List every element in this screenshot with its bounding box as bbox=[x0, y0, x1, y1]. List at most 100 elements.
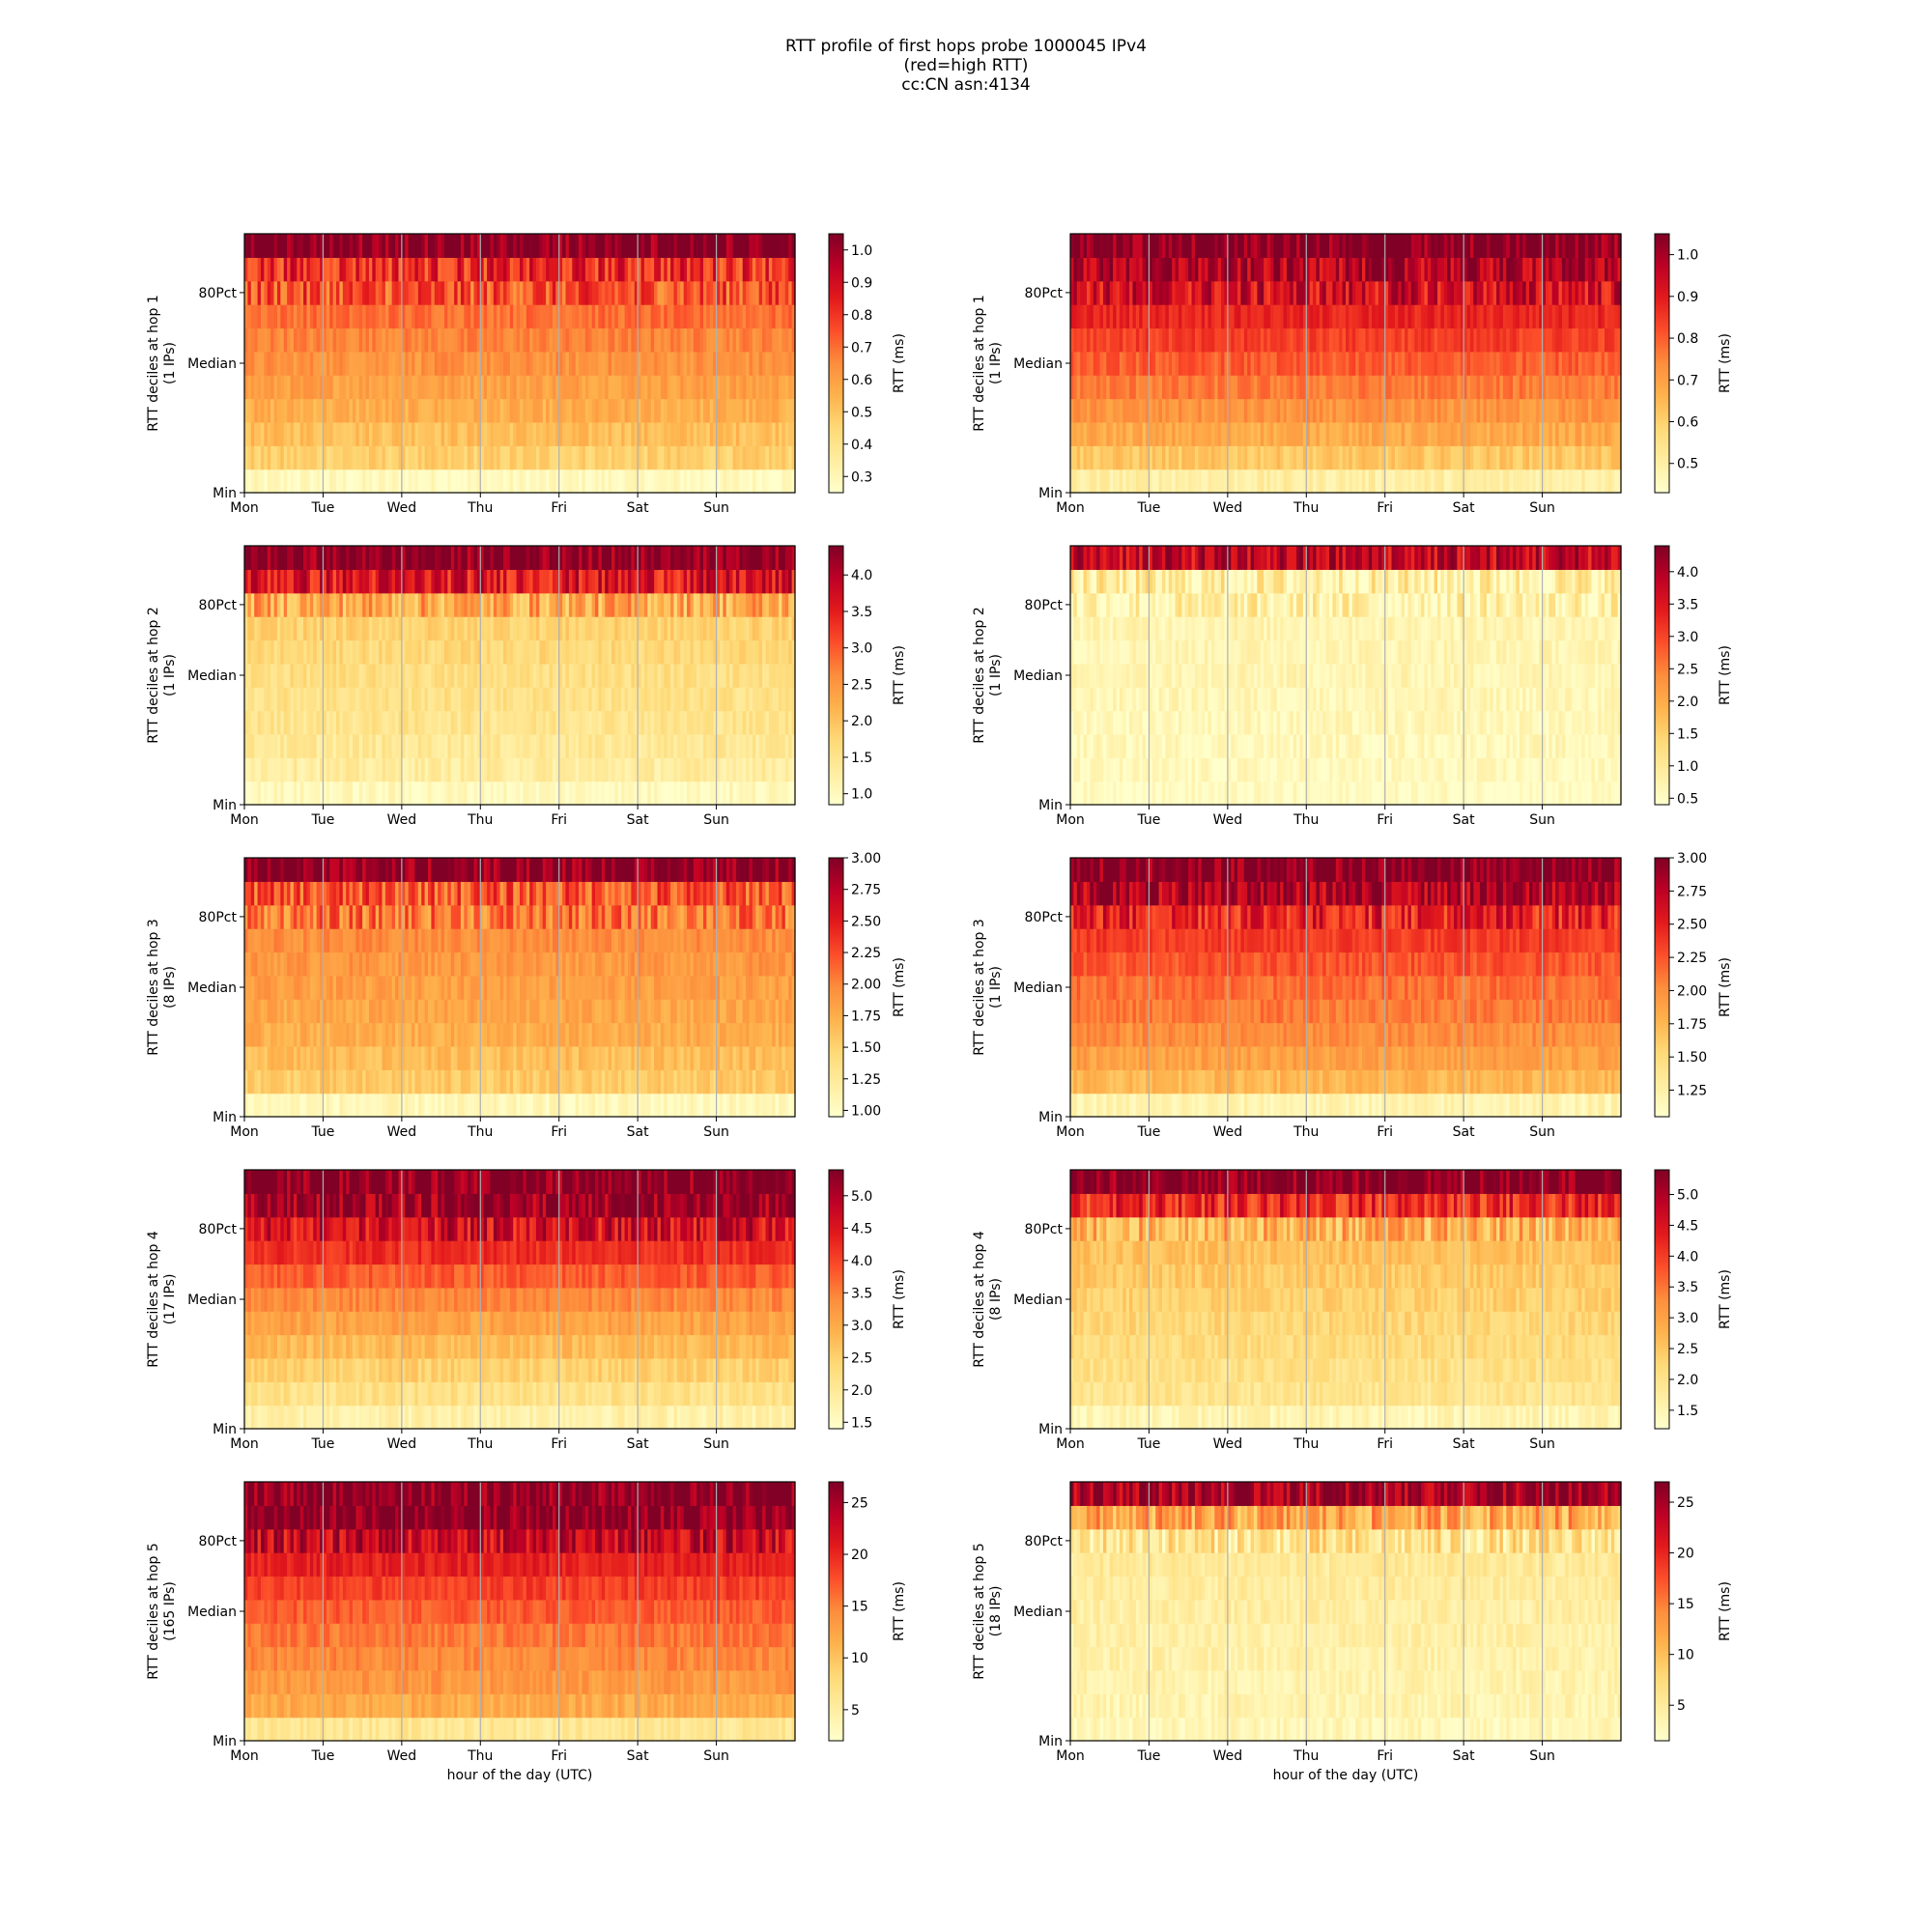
heatmap-cell bbox=[546, 445, 550, 469]
heatmap-cell bbox=[628, 399, 632, 423]
heatmap-cell bbox=[684, 234, 688, 258]
colorbar-tick-label: 0.4 bbox=[851, 438, 872, 453]
heatmap-cell bbox=[614, 281, 618, 305]
heatmap-cell bbox=[1454, 375, 1458, 399]
heatmap-cell bbox=[261, 257, 265, 281]
heatmap-cell bbox=[444, 399, 448, 423]
heatmap-cell bbox=[1110, 422, 1114, 446]
heatmap-cell bbox=[706, 664, 710, 688]
colorbar-tick-label: 0.5 bbox=[1677, 457, 1698, 472]
heatmap-cell bbox=[490, 327, 494, 352]
heatmap-cell bbox=[1110, 234, 1114, 258]
heatmap-cell bbox=[421, 352, 425, 376]
heatmap-cell bbox=[421, 399, 425, 423]
heatmap-cell bbox=[247, 616, 251, 640]
heatmap-cell bbox=[1096, 257, 1100, 281]
heatmap-cell bbox=[1372, 327, 1376, 352]
heatmap-cell bbox=[1211, 469, 1215, 494]
heatmap-cell bbox=[1395, 469, 1399, 494]
heatmap-cell bbox=[1591, 352, 1595, 376]
heatmap-cell bbox=[1270, 375, 1274, 399]
heatmap-cell bbox=[294, 445, 298, 469]
heatmap-cell bbox=[339, 734, 343, 758]
heatmap-cell bbox=[720, 399, 724, 423]
heatmap-cell bbox=[1578, 327, 1582, 352]
heatmap-cell bbox=[1257, 469, 1261, 494]
heatmap-cell bbox=[536, 399, 540, 423]
heatmap-cell bbox=[1235, 327, 1238, 352]
heatmap-cell bbox=[454, 757, 458, 781]
heatmap-cell bbox=[1578, 352, 1582, 376]
heatmap-cell bbox=[696, 781, 700, 806]
heatmap-cell bbox=[661, 234, 665, 258]
heatmap-cell bbox=[673, 234, 677, 258]
heatmap-cell bbox=[743, 781, 747, 806]
heatmap-cell bbox=[1555, 469, 1559, 494]
heatmap-cell bbox=[1179, 422, 1182, 446]
heatmap-cell bbox=[513, 234, 517, 258]
heatmap-cell bbox=[569, 445, 573, 469]
heatmap-cell bbox=[523, 781, 526, 806]
x-tick-label: Tue bbox=[310, 500, 334, 516]
heatmap-cell bbox=[329, 304, 333, 328]
heatmap-cell bbox=[468, 469, 471, 494]
x-tick-label: Sat bbox=[627, 500, 649, 516]
heatmap-cell bbox=[1487, 469, 1491, 494]
heatmap-cell bbox=[1073, 257, 1077, 281]
heatmap-cell bbox=[605, 352, 609, 376]
heatmap-cell bbox=[753, 375, 756, 399]
heatmap-cell bbox=[1362, 469, 1366, 494]
heatmap-cell bbox=[1293, 399, 1297, 423]
heatmap-cell bbox=[454, 257, 458, 281]
x-tick-label: Sun bbox=[703, 500, 729, 516]
heatmap-cell bbox=[1349, 422, 1352, 446]
heatmap-cell bbox=[261, 664, 265, 688]
heatmap-cell bbox=[1362, 304, 1366, 328]
heatmap-cell bbox=[329, 375, 333, 399]
heatmap-cell bbox=[651, 422, 655, 446]
heatmap-cell bbox=[247, 399, 251, 423]
heatmap-cell bbox=[270, 734, 274, 758]
heatmap-cell bbox=[788, 639, 792, 664]
heatmap-cell bbox=[1487, 422, 1491, 446]
heatmap-cell bbox=[1499, 445, 1503, 469]
heatmap-cell bbox=[605, 711, 609, 735]
heatmap-cell bbox=[569, 687, 573, 711]
colorbar-tick-label: 0.7 bbox=[851, 340, 872, 355]
heatmap-cell bbox=[1614, 422, 1618, 446]
heatmap-cell bbox=[1372, 422, 1376, 446]
heatmap-cell bbox=[582, 422, 585, 446]
heatmap-cell bbox=[673, 687, 677, 711]
heatmap-cell bbox=[661, 781, 665, 806]
colorbar-tick-label: 0.8 bbox=[1677, 331, 1698, 347]
heatmap-cell bbox=[605, 781, 609, 806]
heatmap-cell bbox=[1247, 234, 1251, 258]
heatmap-cell bbox=[468, 422, 471, 446]
heatmap-cell bbox=[546, 327, 550, 352]
heatmap-cell bbox=[1510, 469, 1514, 494]
heatmap-cell bbox=[729, 352, 733, 376]
heatmap-cell bbox=[247, 422, 251, 446]
x-tick-label: Sun bbox=[1529, 500, 1555, 516]
heatmap-cell bbox=[569, 422, 573, 446]
heatmap-cell bbox=[1349, 352, 1352, 376]
heatmap-cell bbox=[306, 234, 310, 258]
heatmap-cell bbox=[270, 375, 274, 399]
heatmap-cell bbox=[592, 352, 596, 376]
heatmap-cell bbox=[294, 734, 298, 758]
heatmap-cell bbox=[444, 375, 448, 399]
heatmap-cell bbox=[614, 687, 618, 711]
heatmap-cell bbox=[1395, 257, 1399, 281]
heatmap-cell bbox=[444, 781, 448, 806]
heatmap-cell bbox=[1591, 469, 1595, 494]
x-tick-label: Thu bbox=[467, 500, 493, 516]
heatmap-cell bbox=[1326, 304, 1330, 328]
heatmap-cell bbox=[743, 352, 747, 376]
heatmap-cell bbox=[614, 375, 618, 399]
heatmap-cell bbox=[523, 757, 526, 781]
heatmap-cell bbox=[513, 304, 517, 328]
heatmap-cell bbox=[1326, 257, 1330, 281]
heatmap-cell bbox=[546, 781, 550, 806]
heatmap-cell bbox=[1165, 352, 1169, 376]
heatmap-cell bbox=[788, 469, 792, 494]
